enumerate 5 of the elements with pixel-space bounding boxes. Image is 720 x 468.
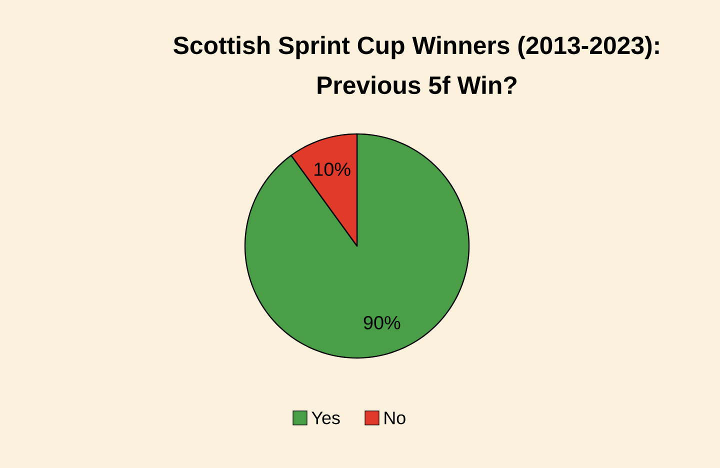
legend-label: No xyxy=(384,412,406,424)
data-label: 10% xyxy=(314,162,350,176)
data-label: 90% xyxy=(364,316,400,330)
legend-label: Yes xyxy=(312,412,340,424)
chart-title: Scottish Sprint Cup Winners (2013-2023): Previous 5f Win? xyxy=(174,36,659,94)
